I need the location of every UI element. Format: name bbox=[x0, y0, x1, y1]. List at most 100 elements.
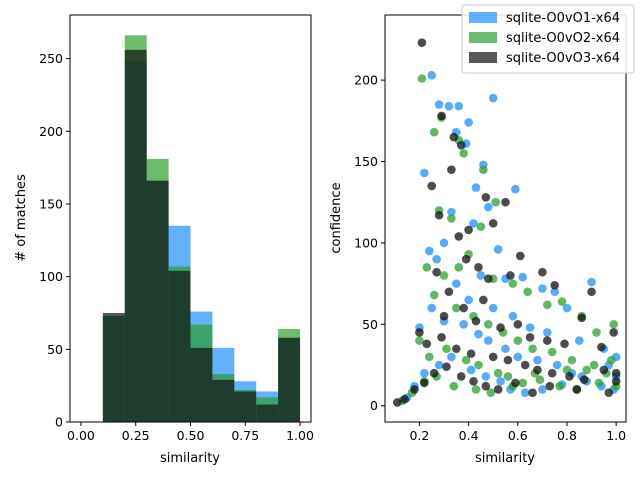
point-sqlite-o0vo1-x64 bbox=[562, 303, 572, 313]
scatter-y-tick-label: 200 bbox=[354, 73, 378, 88]
point-sqlite-o0vo2-x64 bbox=[562, 365, 572, 375]
point-sqlite-o0vo3-x64 bbox=[452, 344, 461, 354]
point-sqlite-o0vo3-x64 bbox=[417, 38, 427, 47]
scatter-x-tick-label: 0.8 bbox=[557, 428, 577, 443]
point-sqlite-o0vo3-x64 bbox=[471, 316, 481, 326]
bar-sqlite-o0vo3-x64-bin-3 bbox=[168, 270, 191, 422]
point-sqlite-o0vo2-x64 bbox=[447, 214, 456, 223]
point-sqlite-o0vo1-x64 bbox=[424, 246, 434, 256]
histogram-panel: 0.00 0.25 0.50 0.75 1.00 0 50 100 150 200 250 sim… bbox=[14, 14, 314, 466]
legend-swatch-sqlite-o0vo2-x64 bbox=[469, 32, 497, 43]
point-sqlite-o0vo3-x64 bbox=[400, 394, 409, 404]
point-sqlite-o0vo3-x64 bbox=[479, 295, 488, 305]
legend-entries: sqlite-O0vO1-x64 sqlite-O0vO2-x64 sqlite-O… bbox=[469, 11, 620, 66]
point-sqlite-o0vo2-x64 bbox=[609, 320, 619, 329]
point-sqlite-o0vo1-x64 bbox=[459, 320, 468, 329]
point-sqlite-o0vo1-x64 bbox=[525, 323, 535, 332]
scatter-y-tick-label: 50 bbox=[362, 317, 378, 332]
point-sqlite-o0vo2-x64 bbox=[439, 271, 449, 280]
point-sqlite-o0vo2-x64 bbox=[508, 279, 518, 288]
bar-sqlite-o0vo3-x64-bin-1 bbox=[124, 49, 147, 423]
point-sqlite-o0vo1-x64 bbox=[483, 336, 493, 345]
point-sqlite-o0vo1-x64 bbox=[508, 311, 518, 321]
point-sqlite-o0vo1-x64 bbox=[493, 245, 503, 254]
point-sqlite-o0vo2-x64 bbox=[557, 297, 567, 306]
point-sqlite-o0vo2-x64 bbox=[429, 290, 439, 300]
point-sqlite-o0vo3-x64 bbox=[481, 381, 491, 391]
point-sqlite-o0vo3-x64 bbox=[437, 111, 446, 121]
point-sqlite-o0vo2-x64 bbox=[493, 368, 503, 378]
scatter-x-tick-label: 0.4 bbox=[459, 428, 479, 443]
point-sqlite-o0vo3-x64 bbox=[511, 378, 520, 388]
point-sqlite-o0vo2-x64 bbox=[471, 385, 481, 394]
point-sqlite-o0vo2-x64 bbox=[424, 352, 434, 362]
point-sqlite-o0vo2-x64 bbox=[452, 303, 461, 313]
point-sqlite-o0vo2-x64 bbox=[503, 372, 513, 381]
point-sqlite-o0vo3-x64 bbox=[481, 193, 491, 202]
point-sqlite-o0vo2-x64 bbox=[513, 336, 523, 345]
point-sqlite-o0vo3-x64 bbox=[550, 280, 559, 290]
point-sqlite-o0vo1-x64 bbox=[434, 100, 444, 109]
point-sqlite-o0vo2-x64 bbox=[486, 388, 496, 397]
point-sqlite-o0vo1-x64 bbox=[474, 329, 483, 339]
point-sqlite-o0vo1-x64 bbox=[511, 184, 520, 194]
point-sqlite-o0vo1-x64 bbox=[464, 118, 473, 127]
point-sqlite-o0vo2-x64 bbox=[589, 360, 599, 370]
bar-sqlite-o0vo3-x64-bin-8 bbox=[278, 337, 301, 422]
histogram-y-tick-label: 50 bbox=[47, 342, 63, 357]
point-sqlite-o0vo3-x64 bbox=[483, 274, 493, 284]
point-sqlite-o0vo3-x64 bbox=[565, 372, 574, 381]
point-sqlite-o0vo2-x64 bbox=[415, 336, 424, 345]
point-sqlite-o0vo3-x64 bbox=[461, 254, 471, 264]
point-sqlite-o0vo1-x64 bbox=[439, 238, 449, 248]
point-sqlite-o0vo3-x64 bbox=[609, 328, 619, 337]
histogram-y-tick-label: 0 bbox=[55, 415, 63, 430]
point-sqlite-o0vo3-x64 bbox=[528, 388, 537, 397]
point-sqlite-o0vo3-x64 bbox=[599, 365, 609, 375]
scatter-x-tick-label: 0.2 bbox=[409, 428, 429, 443]
point-sqlite-o0vo1-x64 bbox=[543, 328, 552, 337]
point-sqlite-o0vo2-x64 bbox=[547, 347, 557, 357]
point-sqlite-o0vo3-x64 bbox=[496, 323, 505, 332]
histogram-x-tick-label: 0.50 bbox=[177, 428, 205, 443]
point-sqlite-o0vo3-x64 bbox=[474, 263, 483, 272]
legend-frame bbox=[461, 4, 635, 74]
point-sqlite-o0vo1-x64 bbox=[488, 93, 498, 103]
point-sqlite-o0vo3-x64 bbox=[447, 165, 456, 174]
point-sqlite-o0vo2-x64 bbox=[555, 381, 564, 391]
histogram-x-tick-label: 0.00 bbox=[67, 428, 95, 443]
point-sqlite-o0vo2-x64 bbox=[442, 344, 451, 354]
point-sqlite-o0vo1-x64 bbox=[434, 360, 444, 370]
point-sqlite-o0vo1-x64 bbox=[520, 388, 530, 397]
point-sqlite-o0vo3-x64 bbox=[572, 385, 582, 394]
point-sqlite-o0vo1-x64 bbox=[481, 372, 491, 381]
histogram-y-ticks: 0 50 100 150 200 250 bbox=[39, 51, 70, 430]
point-sqlite-o0vo3-x64 bbox=[493, 385, 503, 394]
point-sqlite-o0vo3-x64 bbox=[560, 339, 569, 349]
point-sqlite-o0vo1-x64 bbox=[432, 254, 441, 264]
point-sqlite-o0vo3-x64 bbox=[513, 320, 523, 329]
bar-sqlite-o0vo3-x64-bin-6 bbox=[234, 391, 257, 422]
point-sqlite-o0vo2-x64 bbox=[592, 328, 601, 337]
point-sqlite-o0vo3-x64 bbox=[520, 360, 530, 370]
scatter-x-tick-label: 1.0 bbox=[606, 428, 626, 443]
point-sqlite-o0vo2-x64 bbox=[422, 263, 432, 272]
point-sqlite-o0vo1-x64 bbox=[496, 377, 505, 386]
point-sqlite-o0vo3-x64 bbox=[459, 303, 468, 313]
point-sqlite-o0vo1-x64 bbox=[488, 303, 498, 313]
point-sqlite-o0vo3-x64 bbox=[611, 377, 621, 386]
legend-swatch-sqlite-o0vo1-x64 bbox=[469, 12, 497, 23]
histogram-bars bbox=[102, 35, 301, 423]
point-sqlite-o0vo2-x64 bbox=[483, 320, 493, 329]
histogram-y-tick-label: 250 bbox=[39, 51, 63, 66]
point-sqlite-o0vo2-x64 bbox=[476, 222, 486, 231]
histogram-x-axis-label: similarity bbox=[160, 451, 220, 466]
point-sqlite-o0vo1-x64 bbox=[552, 360, 562, 370]
point-sqlite-o0vo1-x64 bbox=[427, 70, 437, 80]
point-sqlite-o0vo3-x64 bbox=[577, 313, 587, 323]
histogram-y-tick-label: 150 bbox=[39, 196, 63, 211]
scatter-y-tick-label: 0 bbox=[370, 398, 378, 413]
bar-sqlite-o0vo3-x64-bin-7 bbox=[256, 404, 279, 422]
point-sqlite-o0vo2-x64 bbox=[606, 355, 616, 365]
